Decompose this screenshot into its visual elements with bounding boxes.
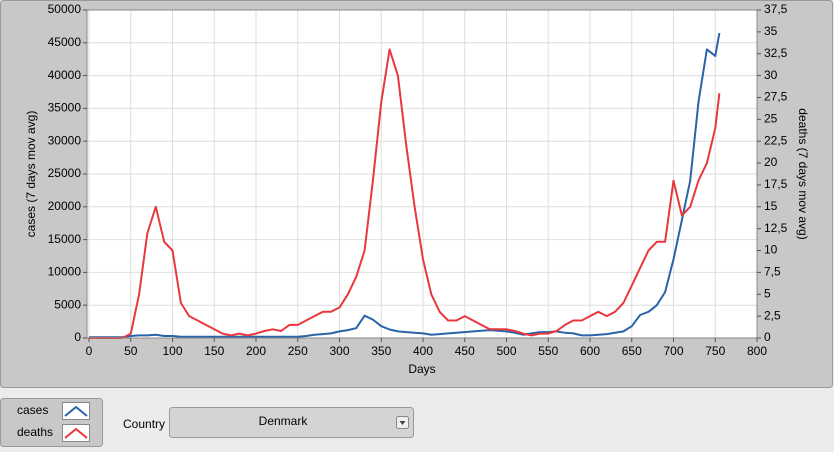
y2-axis-title: deaths (7 days mov avg): [796, 108, 810, 239]
y-tick-label: 25000: [48, 166, 82, 180]
x-tick-label: 450: [455, 344, 475, 358]
x-tick-label: 700: [663, 344, 683, 358]
x-tick-label: 500: [496, 344, 516, 358]
x-axis-title: Days: [408, 362, 435, 376]
dropdown-value[interactable]: Denmark: [259, 414, 309, 428]
y-tick-label: 15000: [48, 232, 82, 246]
dropdown-box[interactable]: [169, 407, 414, 438]
legend-swatch-box: [62, 402, 90, 420]
y2-tick-label: 12,5: [764, 221, 788, 235]
y2-tick-label: 37,5: [764, 2, 788, 16]
y-tick-label: 5000: [54, 297, 81, 311]
x-tick-label: 350: [371, 344, 391, 358]
y2-tick-label: 27,5: [764, 90, 788, 104]
y-tick-label: 50000: [48, 2, 82, 16]
y-tick-label: 20000: [48, 199, 82, 213]
x-tick-label: 550: [538, 344, 558, 358]
country-dropdown[interactable]: Denmark: [169, 407, 414, 438]
x-tick-label: 300: [329, 344, 349, 358]
legend-swatch: [64, 405, 88, 417]
dropdown-arrow: [399, 421, 406, 425]
y-tick-label: 40000: [48, 68, 82, 82]
y2-tick-label: 35: [764, 24, 778, 38]
y2-tick-label: 30: [764, 68, 778, 82]
x-tick-label: 800: [747, 344, 767, 358]
series-line: [89, 32, 721, 339]
legend-label: deaths: [17, 425, 53, 439]
marks: [89, 32, 721, 339]
y2-tick-label: 5: [764, 286, 771, 300]
y2-tick-label: 15: [764, 199, 778, 213]
y2-tick-label: 7,5: [764, 265, 781, 279]
y-tick-label: 10000: [48, 265, 82, 279]
y2-tick-label: 17,5: [764, 177, 788, 191]
country-label: Country: [123, 417, 165, 431]
x-tick-label: 100: [162, 344, 182, 358]
y2-tick-label: 0: [764, 330, 771, 344]
x-tick-label: 750: [705, 344, 725, 358]
legend-entries: cases deaths: [17, 402, 90, 442]
x-tick-label: 250: [288, 344, 308, 358]
x-tick-label: 400: [413, 344, 433, 358]
y-axis-title: cases (7 days mov avg): [24, 111, 38, 238]
y2-tick-label: 32,5: [764, 46, 788, 60]
series-line: [89, 48, 721, 339]
y-tick-label: 0: [74, 330, 81, 344]
y-tick-label: 45000: [48, 35, 82, 49]
y2-tick-label: 2,5: [764, 308, 781, 322]
legend-swatch: [64, 427, 88, 439]
y-tick-label: 35000: [48, 101, 82, 115]
y2-tick-label: 20: [764, 155, 778, 169]
x-tick-label: 50: [124, 344, 138, 358]
legend-label: cases: [17, 403, 48, 417]
x-tick-label: 200: [246, 344, 266, 358]
y2-tick-label: 25: [764, 112, 778, 126]
y-tick-label: 30000: [48, 133, 82, 147]
x-tick-label: 150: [204, 344, 224, 358]
x-tick-label: 0: [86, 344, 93, 358]
x-tick-label: 600: [580, 344, 600, 358]
legend-swatch-box: [62, 424, 90, 442]
y2-tick-label: 22,5: [764, 133, 788, 147]
y2-tick-label: 10: [764, 243, 778, 257]
x-tick-label: 650: [622, 344, 642, 358]
